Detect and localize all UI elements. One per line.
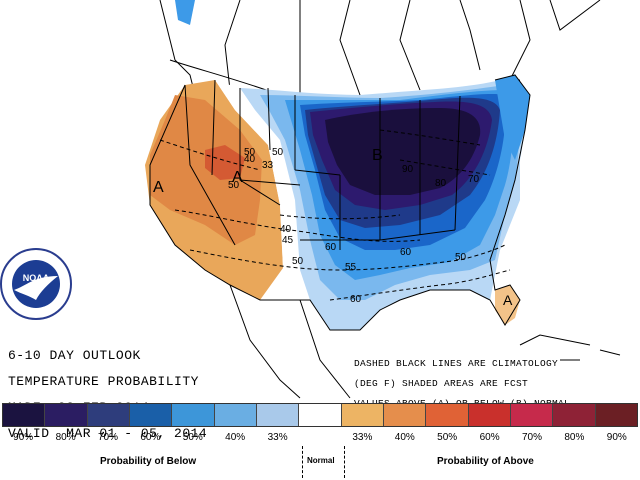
contour-label: 50	[228, 180, 240, 191]
legend-label: 33%	[267, 432, 288, 443]
legend-swatch	[256, 404, 300, 426]
legend-swatch	[3, 404, 46, 426]
region-letter: A	[503, 292, 513, 308]
legend-swatch	[45, 404, 88, 426]
noaa-logo: NOAA	[0, 248, 72, 320]
contour-label: 60	[350, 294, 362, 305]
legend-label: 80%	[55, 432, 76, 443]
legend-label: 90%	[13, 432, 34, 443]
legend-divider-left	[302, 446, 303, 478]
legend-swatch	[172, 404, 215, 426]
contour-label: 40	[280, 224, 292, 235]
legend-label: 70%	[521, 432, 542, 443]
region-letter: A	[232, 169, 243, 186]
contour-label: 45	[282, 235, 294, 246]
contour-label: 60	[400, 247, 412, 258]
legend-label: 60%	[140, 432, 161, 443]
legend-label: 60%	[479, 432, 500, 443]
legend-swatch	[468, 404, 511, 426]
region-letter: A	[153, 179, 164, 196]
legend-color-bar	[2, 403, 638, 427]
note-line: DASHED BLACK LINES ARE CLIMATOLOGY	[354, 358, 559, 369]
legend-swatch	[553, 404, 596, 426]
legend-divider-right	[344, 446, 345, 478]
note-line: (DEG F) SHADED AREAS ARE FCST	[354, 378, 529, 389]
legend-label: 50%	[182, 432, 203, 443]
legend-label: 40%	[394, 432, 415, 443]
legend-label: 50%	[437, 432, 458, 443]
temperature-outlook-map: A A B A 33 40 50 50 50 45 40 50 90 80 70…	[0, 0, 621, 399]
outlook-valid-dates: VALID MAR 01 - 05, 2014	[8, 426, 208, 441]
legend-label: 90%	[606, 432, 627, 443]
contour-label: 50	[244, 147, 256, 158]
contour-label: 90	[402, 164, 414, 175]
legend-swatch	[341, 404, 384, 426]
legend-swatch	[595, 404, 637, 426]
below-caption: Probability of Below	[100, 456, 197, 467]
contour-label: 33	[262, 160, 274, 171]
contour-label: 70	[468, 174, 480, 185]
legend-swatch	[87, 404, 130, 426]
legend-label: 70%	[97, 432, 118, 443]
contour-label: 40	[244, 154, 256, 165]
legend-swatch	[129, 404, 173, 426]
contour-label: 55	[345, 262, 357, 273]
legend-label: 33%	[352, 432, 373, 443]
legend-label: 80%	[564, 432, 585, 443]
legend-swatch	[299, 404, 342, 426]
legend-swatch	[214, 404, 257, 426]
contour-label: 50	[272, 147, 284, 158]
legend-label: 40%	[225, 432, 246, 443]
legend-swatch	[510, 404, 554, 426]
outlook-subtitle: TEMPERATURE PROBABILITY	[8, 374, 199, 389]
contour-label: 60	[325, 242, 337, 253]
above-caption: Probability of Above	[437, 456, 534, 467]
outlook-title: 6-10 DAY OUTLOOK	[8, 348, 141, 363]
legend-swatch	[426, 404, 469, 426]
contour-label: 80	[435, 178, 447, 189]
legend-swatch	[383, 404, 427, 426]
contour-label: 50	[455, 252, 467, 263]
region-letter: B	[372, 147, 383, 164]
normal-caption: Normal	[307, 456, 335, 465]
noaa-logo-text: NOAA	[23, 273, 50, 283]
contour-label: 50	[292, 256, 304, 267]
